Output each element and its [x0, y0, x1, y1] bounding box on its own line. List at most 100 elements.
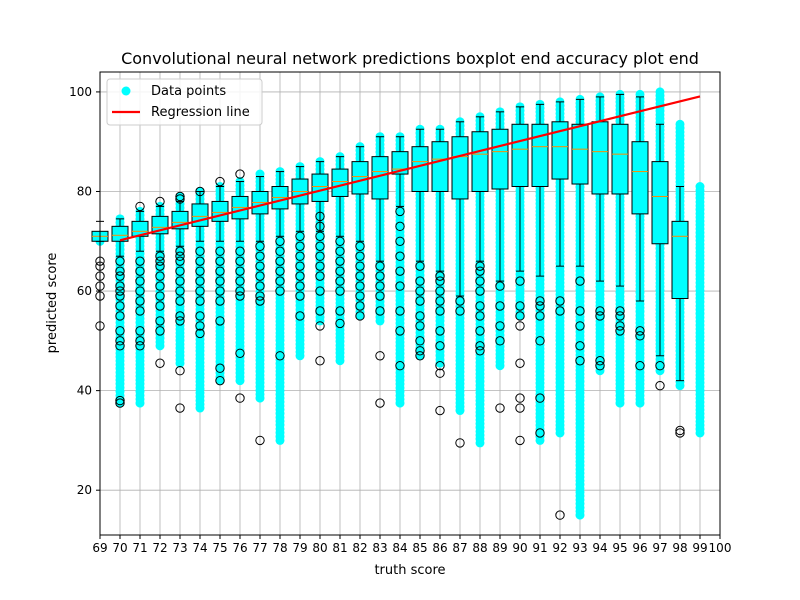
outlier-marker: [175, 296, 185, 306]
outlier-marker: [175, 366, 185, 376]
outlier-marker: [235, 276, 245, 286]
outlier-marker: [135, 336, 145, 346]
legend-label-data-points: Data points: [151, 84, 226, 99]
outlier-marker: [575, 356, 585, 366]
outlier-marker: [435, 286, 445, 296]
outlier-marker: [175, 251, 185, 261]
outlier-marker: [415, 321, 425, 331]
outlier-marker: [675, 425, 685, 436]
x-tick-label: 91: [532, 541, 547, 555]
outlier-marker: [395, 326, 405, 336]
x-tick-label: 94: [592, 541, 607, 555]
outlier-marker: [235, 291, 245, 301]
outlier-marker: [415, 261, 425, 271]
outlier-marker: [395, 361, 405, 371]
outlier-marker: [635, 331, 645, 341]
outlier-marker: [475, 261, 485, 271]
outlier-marker: [315, 356, 325, 366]
outlier-marker: [615, 311, 625, 321]
outlier-marker: [335, 236, 345, 246]
outlier-marker: [475, 346, 485, 356]
plot-frame: [99, 71, 721, 536]
outlier-marker: [415, 351, 425, 361]
legend-frame: [106, 78, 263, 126]
outlier-marker: [155, 256, 165, 266]
y-tick-label: 40: [77, 384, 92, 398]
outlier-marker: [255, 261, 265, 271]
outlier-marker: [655, 361, 665, 371]
outlier-marker: [395, 251, 405, 261]
outlier-marker: [375, 281, 385, 291]
box: [651, 161, 669, 245]
outlier-marker: [255, 281, 265, 291]
outlier-marker: [275, 256, 285, 266]
outlier-marker: [455, 296, 465, 306]
outlier-marker: [195, 256, 205, 266]
outlier-marker: [215, 363, 225, 373]
outlier-marker: [295, 251, 305, 261]
outlier-marker: [575, 306, 585, 316]
outlier-marker: [535, 428, 545, 438]
outlier-marker: [235, 393, 245, 403]
outlier-marker: [335, 286, 345, 296]
x-tick-label: 98: [672, 541, 687, 555]
outlier-marker: [575, 276, 585, 286]
outlier-marker: [115, 281, 125, 291]
outlier-marker: [135, 341, 145, 351]
outlier-marker: [515, 358, 525, 368]
outlier-marker: [175, 403, 185, 413]
x-tick-label: 70: [112, 541, 127, 555]
outlier-marker: [115, 336, 125, 346]
outlier-marker: [375, 261, 385, 271]
outlier-marker: [355, 271, 365, 281]
outlier-marker: [215, 256, 225, 266]
outlier-marker: [495, 281, 505, 291]
outlier-marker: [435, 405, 445, 416]
outlier-marker: [195, 321, 205, 331]
outlier-marker: [195, 311, 205, 321]
outlier-marker: [275, 266, 285, 276]
outlier-marker: [355, 261, 365, 271]
outlier-marker: [435, 368, 445, 378]
outlier-marker: [255, 271, 265, 281]
outlier-marker: [335, 276, 345, 286]
outlier-marker: [155, 281, 165, 291]
outlier-marker: [115, 398, 125, 408]
outlier-marker: [315, 271, 325, 281]
outlier-marker: [435, 341, 445, 351]
outlier-marker: [555, 510, 565, 520]
outlier-marker: [375, 271, 385, 281]
outlier-marker: [255, 296, 265, 306]
outlier-marker: [335, 306, 345, 316]
outlier-marker: [375, 398, 385, 408]
box: [591, 121, 609, 195]
outlier-marker: [315, 241, 325, 251]
outlier-marker: [355, 311, 365, 321]
box: [191, 203, 209, 227]
outlier-marker: [395, 306, 405, 316]
regression-layer: [119, 95, 701, 242]
x-tick-label: 95: [612, 541, 627, 555]
x-tick-label: 87: [452, 541, 467, 555]
outlier-marker: [515, 321, 525, 331]
data-point: [675, 119, 685, 129]
outlier-marker: [195, 246, 205, 256]
data-point: [655, 87, 665, 97]
outlier-marker: [595, 311, 605, 321]
outlier-marker: [235, 266, 245, 276]
outlier-marker: [155, 301, 165, 311]
outlier-marker: [215, 276, 225, 286]
outlier-marker: [235, 256, 245, 266]
outlier-marker: [635, 361, 645, 371]
box: [551, 121, 569, 180]
outlier-marker: [355, 291, 365, 301]
outlier-marker: [315, 251, 325, 261]
outlier-marker: [615, 306, 625, 316]
outlier-marker: [395, 266, 405, 276]
x-tick-label: 100: [709, 541, 732, 555]
outlier-marker: [435, 276, 445, 286]
axis-ticks: 69 70 71 72 73 74 75 76 77 78 79 80 81 82 83 84 85 86 87 88…: [69, 85, 731, 555]
outlier-marker: [155, 291, 165, 301]
boxplots: [91, 93, 689, 520]
x-tick-label: 79: [292, 541, 307, 555]
